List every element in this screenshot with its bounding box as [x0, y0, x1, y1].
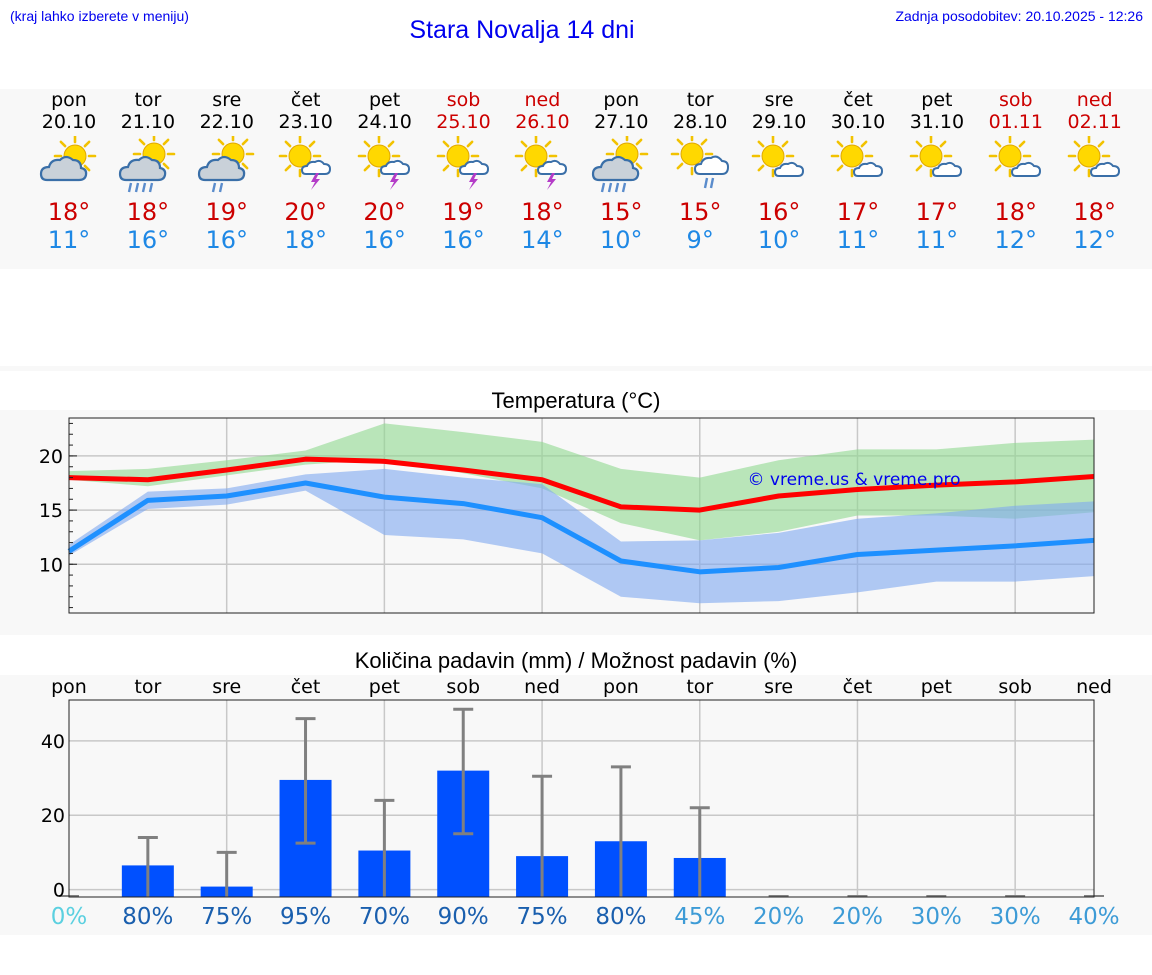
- max-temperature: 15°: [600, 198, 643, 226]
- sun-cloud-icon: [39, 136, 97, 182]
- day-name: ned: [524, 89, 561, 111]
- forecast-strip: [0, 89, 1152, 269]
- sun-rain-cloud-icon: [592, 136, 649, 193]
- precipitation-probability: 45%: [674, 904, 726, 930]
- max-temperature: 18°: [521, 198, 564, 226]
- max-temperature: 18°: [126, 198, 170, 226]
- day-name: sre: [212, 89, 242, 111]
- min-temperature: 11°: [47, 226, 91, 254]
- location-hint: (kraj lahko izberete v meniju): [10, 8, 189, 24]
- day-name: pon: [51, 89, 87, 111]
- day-name: sre: [764, 89, 794, 111]
- max-temperature: 18°: [994, 198, 1038, 226]
- precipitation-probability: 30%: [910, 904, 962, 930]
- day-name: čet: [290, 89, 321, 111]
- sun-thunderstorm-icon: [278, 136, 331, 190]
- precipitation-probability: 75%: [516, 904, 568, 930]
- min-temperature: 11°: [915, 226, 959, 254]
- max-temperature: 18°: [47, 198, 91, 226]
- day-date: 22.10: [199, 111, 254, 133]
- max-temperature: 17°: [836, 198, 880, 226]
- precipitation-probability: 70%: [358, 904, 410, 930]
- min-temperature: 14°: [521, 226, 564, 254]
- day-name: pet: [921, 89, 953, 111]
- temperature-panel: [0, 410, 1152, 635]
- page-title: Stara Novalja 14 dni: [409, 16, 635, 44]
- precipitation-probability: 80%: [595, 904, 647, 930]
- min-temperature: 9°: [686, 226, 714, 254]
- day-date: 30.10: [830, 111, 886, 133]
- min-temperature: 12°: [1073, 226, 1116, 254]
- max-temperature: 18°: [1073, 198, 1116, 226]
- sun-rain-cloud-icon: [118, 136, 176, 193]
- min-temperature: 16°: [442, 226, 485, 254]
- day-date: 28.10: [672, 111, 728, 133]
- day-name: čet: [843, 89, 873, 111]
- min-temperature: 10°: [600, 226, 643, 254]
- day-date: 20.10: [41, 111, 97, 133]
- day-date: 27.10: [594, 111, 649, 133]
- precipitation-probability: 30%: [989, 904, 1041, 930]
- precipitation-panel: [0, 675, 1152, 935]
- sun-small-cloud-icon: [751, 136, 805, 178]
- max-temperature: 19°: [442, 198, 485, 226]
- min-temperature: 16°: [126, 226, 170, 254]
- last-updated: Zadnja posodobitev: 20.10.2025 - 12:26: [895, 8, 1143, 24]
- min-temperature: 12°: [994, 226, 1038, 254]
- min-temperature: 18°: [284, 226, 327, 254]
- sun-cloud-showers-icon: [670, 136, 730, 189]
- day-name: pet: [368, 89, 401, 111]
- sun-small-cloud-icon: [1067, 136, 1120, 178]
- sun-small-cloud-icon: [988, 136, 1041, 178]
- day-name: tor: [134, 89, 162, 111]
- day-name: sob: [446, 89, 481, 111]
- min-temperature: 11°: [836, 226, 880, 254]
- precipitation-probability: 20%: [753, 904, 805, 930]
- sun-thunderstorm-icon: [357, 136, 410, 190]
- max-temperature: 15°: [678, 198, 722, 226]
- precipitation-probability: 20%: [831, 904, 884, 930]
- precipitation-probability: 75%: [201, 904, 253, 930]
- day-date: 26.10: [515, 111, 570, 133]
- precipitation-probability: 80%: [122, 904, 174, 930]
- day-date: 29.10: [751, 111, 807, 133]
- max-temperature: 20°: [363, 198, 406, 226]
- max-temperature: 19°: [205, 198, 249, 226]
- day-date: 21.10: [120, 111, 176, 133]
- precipitation-probability: 90%: [437, 904, 489, 930]
- temperature-chart-title: Temperatura (°C): [491, 388, 661, 413]
- day-name: pon: [603, 89, 640, 111]
- day-date: 02.11: [1067, 111, 1122, 133]
- precipitation-chart-title: Količina padavin (mm) / Možnost padavin …: [354, 648, 798, 673]
- max-temperature: 17°: [915, 198, 959, 226]
- max-temperature: 20°: [284, 198, 327, 226]
- precipitation-probability: 0%: [50, 904, 88, 930]
- min-temperature: 10°: [757, 226, 801, 254]
- sun-small-cloud-icon: [909, 136, 962, 178]
- day-name: ned: [1076, 89, 1113, 111]
- sun-thunderstorm-icon: [515, 136, 568, 190]
- day-date: 24.10: [357, 111, 412, 133]
- precipitation-probability: 95%: [279, 904, 332, 930]
- min-temperature: 16°: [205, 226, 249, 254]
- sun-small-cloud-icon: [830, 136, 884, 178]
- min-temperature: 16°: [363, 226, 406, 254]
- day-date: 25.10: [436, 111, 491, 133]
- day-name: tor: [686, 89, 714, 111]
- sun-light-rain-cloud-icon: [197, 136, 255, 193]
- day-name: sob: [999, 89, 1033, 111]
- precipitation-probability: 40%: [1068, 904, 1120, 930]
- day-date: 31.10: [909, 111, 965, 133]
- day-date: 01.11: [988, 111, 1043, 133]
- max-temperature: 16°: [757, 198, 801, 226]
- sun-thunderstorm-icon: [436, 136, 489, 190]
- day-date: 23.10: [278, 111, 333, 133]
- spacer-band: [0, 366, 1152, 371]
